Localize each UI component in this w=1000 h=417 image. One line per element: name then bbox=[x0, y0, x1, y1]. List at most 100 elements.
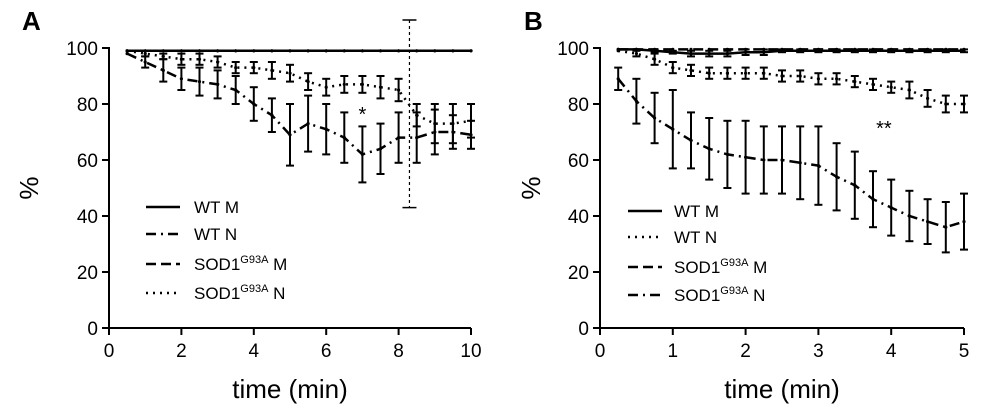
data-point bbox=[270, 113, 274, 117]
y-tick-label: 40 bbox=[77, 207, 98, 228]
data-point bbox=[926, 96, 930, 100]
data-point bbox=[944, 47, 948, 52]
data-point bbox=[288, 133, 292, 137]
legend-label: SOD1G93A M bbox=[194, 254, 287, 274]
data-point bbox=[780, 47, 784, 52]
data-point bbox=[634, 52, 639, 56]
data-point bbox=[689, 138, 693, 142]
y-axis-title: % bbox=[516, 176, 546, 199]
data-point bbox=[762, 71, 766, 75]
data-point bbox=[161, 54, 165, 59]
data-point bbox=[744, 47, 748, 52]
data-point bbox=[671, 66, 675, 70]
data-point bbox=[653, 47, 657, 52]
x-tick-label: 2 bbox=[740, 341, 751, 362]
x-tick-label: 6 bbox=[321, 341, 332, 362]
data-point bbox=[707, 71, 711, 75]
data-point bbox=[798, 47, 802, 52]
data-point bbox=[871, 47, 875, 52]
data-point bbox=[707, 147, 711, 151]
data-point bbox=[725, 152, 730, 156]
data-point bbox=[469, 119, 473, 123]
data-point bbox=[962, 102, 966, 106]
data-point bbox=[725, 47, 730, 52]
panel-a: A 0 20 40 60 80 100 0 2 4 6 8 10 time (min)% * WT M WT N… bbox=[14, 6, 482, 404]
data-point bbox=[360, 82, 364, 86]
data-point bbox=[725, 52, 730, 56]
data-point bbox=[179, 49, 183, 53]
data-point bbox=[397, 49, 401, 53]
data-point bbox=[451, 49, 455, 53]
data-point bbox=[634, 47, 639, 52]
data-point bbox=[342, 136, 346, 140]
data-point bbox=[252, 66, 256, 70]
data-point bbox=[197, 49, 202, 53]
data-point bbox=[816, 164, 821, 168]
legend-label: SOD1G93A N bbox=[674, 285, 765, 305]
data-point bbox=[288, 49, 292, 53]
data-point bbox=[197, 57, 202, 61]
data-point bbox=[835, 175, 839, 179]
data-point bbox=[252, 49, 256, 53]
data-point bbox=[216, 49, 220, 53]
data-point bbox=[962, 220, 966, 224]
y-tick-label: 20 bbox=[568, 263, 589, 284]
series-wt-n bbox=[616, 49, 968, 114]
series-sod1g93a-m bbox=[125, 49, 473, 53]
data-point bbox=[616, 77, 620, 81]
data-point bbox=[161, 68, 165, 72]
x-axis-title: time (min) bbox=[232, 374, 348, 404]
data-point bbox=[653, 116, 657, 120]
data-point bbox=[360, 49, 364, 53]
y-tick-label: 0 bbox=[578, 319, 589, 340]
series-line bbox=[617, 78, 965, 229]
data-point bbox=[780, 158, 784, 162]
legend: WT M WT N SOD1G93A M SOD1G93A N bbox=[146, 198, 287, 303]
series-line bbox=[618, 48, 964, 55]
series-line bbox=[126, 49, 472, 125]
data-point bbox=[197, 80, 202, 84]
data-point bbox=[762, 50, 766, 54]
data-point bbox=[926, 47, 930, 52]
data-point bbox=[889, 85, 893, 89]
data-point bbox=[907, 214, 912, 218]
data-point bbox=[907, 88, 912, 92]
x-tick-label: 10 bbox=[460, 341, 481, 362]
y-tick-label: 40 bbox=[568, 207, 589, 228]
legend-label: WT M bbox=[674, 202, 719, 221]
panel-label: A bbox=[22, 6, 41, 36]
data-point bbox=[161, 49, 165, 53]
data-point bbox=[816, 77, 821, 81]
data-point bbox=[944, 102, 948, 106]
data-point bbox=[415, 49, 419, 53]
data-point bbox=[342, 82, 346, 86]
data-point bbox=[744, 155, 748, 159]
data-point bbox=[671, 127, 675, 131]
data-point bbox=[853, 80, 857, 84]
data-point bbox=[143, 52, 147, 56]
data-point bbox=[816, 47, 821, 52]
data-point bbox=[288, 71, 292, 75]
legend: WT M WT N SOD1G93A M SOD1G93A N bbox=[628, 202, 767, 305]
data-point bbox=[944, 225, 948, 229]
data-point bbox=[798, 74, 802, 78]
x-tick-label: 2 bbox=[176, 341, 187, 362]
data-point bbox=[798, 161, 802, 165]
data-point bbox=[780, 74, 784, 78]
data-point bbox=[762, 47, 766, 52]
legend-label: WT M bbox=[194, 198, 239, 217]
x-tick-label: 3 bbox=[813, 341, 824, 362]
data-point bbox=[616, 47, 620, 52]
y-tick-label: 100 bbox=[557, 39, 589, 60]
data-point bbox=[962, 47, 966, 52]
data-point bbox=[415, 113, 419, 117]
data-point bbox=[835, 77, 839, 81]
series-sod1g93a-n bbox=[614, 66, 968, 254]
data-point bbox=[306, 80, 310, 84]
data-point bbox=[324, 49, 328, 53]
data-point bbox=[762, 158, 766, 162]
data-point bbox=[707, 52, 711, 56]
y-tick-label: 60 bbox=[77, 151, 98, 172]
y-axis-title: % bbox=[14, 176, 44, 199]
